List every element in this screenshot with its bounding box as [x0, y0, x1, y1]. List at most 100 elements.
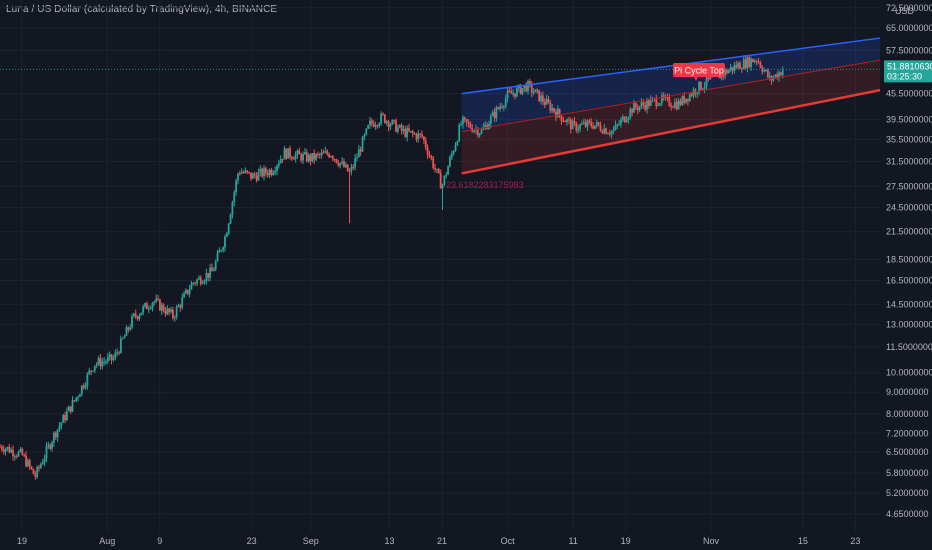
- candle-body[interactable]: [127, 327, 130, 330]
- candle-body[interactable]: [311, 153, 314, 162]
- candle-body[interactable]: [614, 124, 617, 130]
- candle-body[interactable]: [647, 100, 650, 106]
- candle-body[interactable]: [569, 119, 572, 130]
- candle-body[interactable]: [532, 92, 535, 94]
- candle-body[interactable]: [147, 308, 150, 310]
- candle-body[interactable]: [142, 306, 145, 313]
- candle-body[interactable]: [562, 121, 565, 123]
- candle-body[interactable]: [253, 173, 256, 176]
- candle-body[interactable]: [541, 95, 544, 102]
- candle-body[interactable]: [733, 64, 736, 71]
- candle-body[interactable]: [508, 90, 511, 92]
- candle-body[interactable]: [484, 124, 487, 128]
- candle-body[interactable]: [462, 117, 464, 125]
- candle-body[interactable]: [274, 170, 277, 173]
- candle-body[interactable]: [237, 173, 239, 181]
- candle-body[interactable]: [527, 81, 529, 92]
- candle-body[interactable]: [123, 335, 126, 339]
- candle-body[interactable]: [579, 124, 581, 129]
- candle-body[interactable]: [69, 406, 72, 412]
- candle-body[interactable]: [62, 414, 65, 423]
- candle-body[interactable]: [700, 81, 702, 90]
- candle-body[interactable]: [555, 111, 557, 118]
- candle-body[interactable]: [649, 99, 652, 106]
- candle-body[interactable]: [307, 154, 310, 162]
- candle-body[interactable]: [203, 280, 206, 283]
- candle-body[interactable]: [400, 125, 403, 131]
- candle-body[interactable]: [748, 57, 751, 67]
- candle-body[interactable]: [685, 98, 687, 103]
- candle-body[interactable]: [233, 192, 236, 203]
- candle-body[interactable]: [432, 158, 435, 168]
- candle-body[interactable]: [489, 116, 492, 124]
- candle-body[interactable]: [625, 120, 628, 123]
- candle-body[interactable]: [49, 444, 52, 449]
- candle-body[interactable]: [729, 67, 732, 71]
- candle-body[interactable]: [501, 106, 503, 108]
- candle-body[interactable]: [71, 400, 74, 412]
- candle-body[interactable]: [395, 120, 397, 132]
- candle-body[interactable]: [545, 99, 548, 105]
- candle-body[interactable]: [482, 127, 485, 130]
- candle-body[interactable]: [584, 122, 587, 127]
- candle-body[interactable]: [218, 250, 221, 253]
- candle-body[interactable]: [703, 86, 706, 89]
- candle-body[interactable]: [633, 103, 635, 113]
- candle-body[interactable]: [757, 61, 760, 63]
- candle-body[interactable]: [369, 120, 371, 126]
- candle-body[interactable]: [478, 133, 481, 136]
- candle-body[interactable]: [582, 122, 585, 124]
- candle-body[interactable]: [255, 175, 258, 181]
- candle-body[interactable]: [21, 449, 24, 455]
- candle-body[interactable]: [116, 352, 119, 354]
- time-axis[interactable]: 19 Aug 9 23 Sep 13 21 Oct 11 19 Nov 15 23: [17, 536, 860, 546]
- candle-body[interactable]: [765, 70, 767, 72]
- candle-body[interactable]: [387, 121, 390, 128]
- candle-body[interactable]: [2, 449, 5, 452]
- candle-body[interactable]: [458, 124, 461, 142]
- candle-body[interactable]: [523, 85, 526, 89]
- candle-body[interactable]: [155, 298, 158, 302]
- candle-body[interactable]: [424, 140, 427, 148]
- candle-body[interactable]: [82, 385, 85, 388]
- candle-body[interactable]: [248, 171, 251, 173]
- candle-body[interactable]: [378, 123, 381, 126]
- candle-body[interactable]: [240, 172, 243, 174]
- candle-body[interactable]: [339, 162, 342, 166]
- candle-body[interactable]: [385, 121, 388, 123]
- candle-body[interactable]: [437, 168, 440, 174]
- candle-body[interactable]: [746, 57, 749, 68]
- candle-body[interactable]: [185, 289, 187, 294]
- candle-body[interactable]: [753, 60, 756, 63]
- candle-body[interactable]: [287, 148, 290, 159]
- candle-body[interactable]: [536, 89, 539, 91]
- candle-body[interactable]: [145, 303, 148, 310]
- candle-body[interactable]: [105, 361, 107, 363]
- candle-body[interactable]: [621, 116, 624, 120]
- candle-body[interactable]: [538, 90, 541, 102]
- candle-body[interactable]: [568, 119, 570, 121]
- candle-body[interactable]: [103, 361, 106, 363]
- candle-body[interactable]: [328, 154, 330, 158]
- candle-body[interactable]: [673, 102, 676, 108]
- candle-body[interactable]: [443, 175, 446, 185]
- candle-body[interactable]: [768, 75, 771, 78]
- candle-body[interactable]: [698, 81, 700, 93]
- candle-body[interactable]: [454, 144, 457, 152]
- candle-body[interactable]: [677, 100, 680, 110]
- candle-body[interactable]: [30, 466, 33, 469]
- candles[interactable]: [0, 54, 784, 480]
- channel-lines[interactable]: [461, 37, 881, 175]
- candle-body[interactable]: [300, 154, 303, 161]
- candle-body[interactable]: [383, 114, 386, 123]
- candle-body[interactable]: [510, 91, 513, 94]
- candle-body[interactable]: [99, 358, 102, 367]
- candle-body[interactable]: [90, 370, 93, 372]
- candle-body[interactable]: [144, 303, 146, 307]
- candle-body[interactable]: [499, 106, 502, 109]
- candle-body[interactable]: [679, 100, 682, 105]
- candle-body[interactable]: [428, 154, 431, 156]
- candle-body[interactable]: [199, 277, 202, 284]
- candle-body[interactable]: [153, 301, 156, 303]
